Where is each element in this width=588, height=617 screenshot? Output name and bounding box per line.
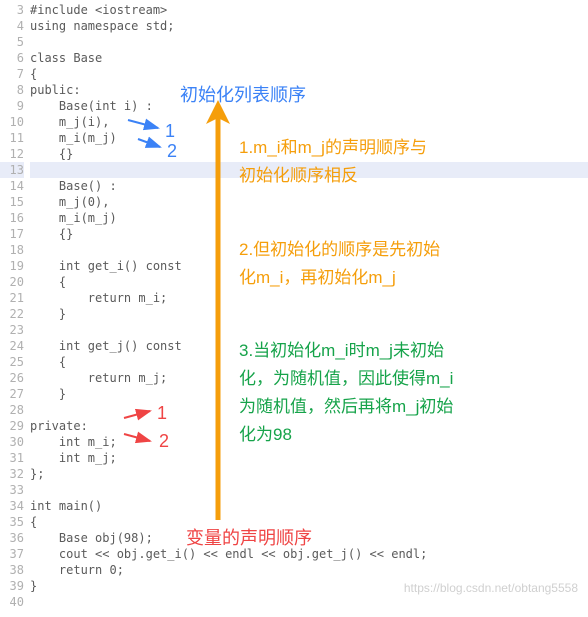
code-line: return 0; (30, 562, 588, 578)
annotation-note3c: 为随机值，然后再将m_j初始 (239, 394, 453, 420)
line-number: 9 (0, 98, 24, 114)
line-number: 28 (0, 402, 24, 418)
line-number: 4 (0, 18, 24, 34)
code-line: Base(int i) : (30, 98, 588, 114)
line-number: 16 (0, 210, 24, 226)
code-line: } (30, 306, 588, 322)
line-number: 22 (0, 306, 24, 322)
annotation-num2-red: 2 (159, 428, 169, 455)
line-number: 31 (0, 450, 24, 466)
line-number: 11 (0, 130, 24, 146)
watermark: https://blog.csdn.net/obtang5558 (404, 581, 578, 595)
line-number: 18 (0, 242, 24, 258)
line-number: 26 (0, 370, 24, 386)
line-number: 32 (0, 466, 24, 482)
line-number: 23 (0, 322, 24, 338)
code-line: }; (30, 466, 588, 482)
annotation-note2a: 2.但初始化的顺序是先初始 (239, 237, 440, 263)
annotation-note3b: 化，为随机值，因此使得m_i (239, 366, 453, 392)
line-number: 21 (0, 290, 24, 306)
line-number: 34 (0, 498, 24, 514)
line-number: 29 (0, 418, 24, 434)
code-line: class Base (30, 50, 588, 66)
code-line: m_j(0), (30, 194, 588, 210)
code-line: #include <iostream> (30, 2, 588, 18)
annotation-decl-order-title: 变量的声明顺序 (186, 525, 312, 552)
line-number: 13 (0, 162, 24, 178)
code-line: m_i(m_j) (30, 210, 588, 226)
line-number: 27 (0, 386, 24, 402)
code-line: { (30, 66, 588, 82)
line-number: 24 (0, 338, 24, 354)
code-line: int main() (30, 498, 588, 514)
line-number: 38 (0, 562, 24, 578)
line-number: 3 (0, 2, 24, 18)
line-gutter: 3456789101112131415161718192021222324252… (0, 0, 30, 610)
annotation-note1b: 初始化顺序相反 (239, 163, 358, 189)
code-line: private: (30, 418, 588, 434)
line-number: 37 (0, 546, 24, 562)
line-number: 25 (0, 354, 24, 370)
annotation-num2-blue: 2 (167, 138, 177, 165)
code-line (30, 594, 588, 610)
code-line: int m_j; (30, 450, 588, 466)
annotation-note3d: 化为98 (239, 422, 292, 448)
line-number: 7 (0, 66, 24, 82)
line-number: 15 (0, 194, 24, 210)
annotation-note1a: 1.m_i和m_j的声明顺序与 (239, 135, 427, 161)
code-line: m_j(i), (30, 114, 588, 130)
line-number: 33 (0, 482, 24, 498)
line-number: 5 (0, 34, 24, 50)
line-number: 35 (0, 514, 24, 530)
line-number: 19 (0, 258, 24, 274)
code-line: int m_i; (30, 434, 588, 450)
line-number: 39 (0, 578, 24, 594)
line-number: 30 (0, 434, 24, 450)
line-number: 20 (0, 274, 24, 290)
code-line (30, 34, 588, 50)
code-content: #include <iostream>using namespace std; c… (30, 0, 588, 610)
line-number: 17 (0, 226, 24, 242)
annotation-init-list-title: 初始化列表顺序 (180, 82, 306, 109)
line-number: 12 (0, 146, 24, 162)
line-number: 14 (0, 178, 24, 194)
annotation-note2b: 化m_i，再初始化m_j (239, 265, 396, 291)
line-number: 8 (0, 82, 24, 98)
annotation-num1-red: 1 (157, 400, 167, 427)
annotation-note3a: 3.当初始化m_i时m_j未初始 (239, 338, 444, 364)
line-number: 36 (0, 530, 24, 546)
line-number: 6 (0, 50, 24, 66)
code-line: using namespace std; (30, 18, 588, 34)
line-number: 10 (0, 114, 24, 130)
code-line: return m_i; (30, 290, 588, 306)
line-number: 40 (0, 594, 24, 610)
code-line: public: (30, 82, 588, 98)
code-line (30, 322, 588, 338)
code-line (30, 482, 588, 498)
